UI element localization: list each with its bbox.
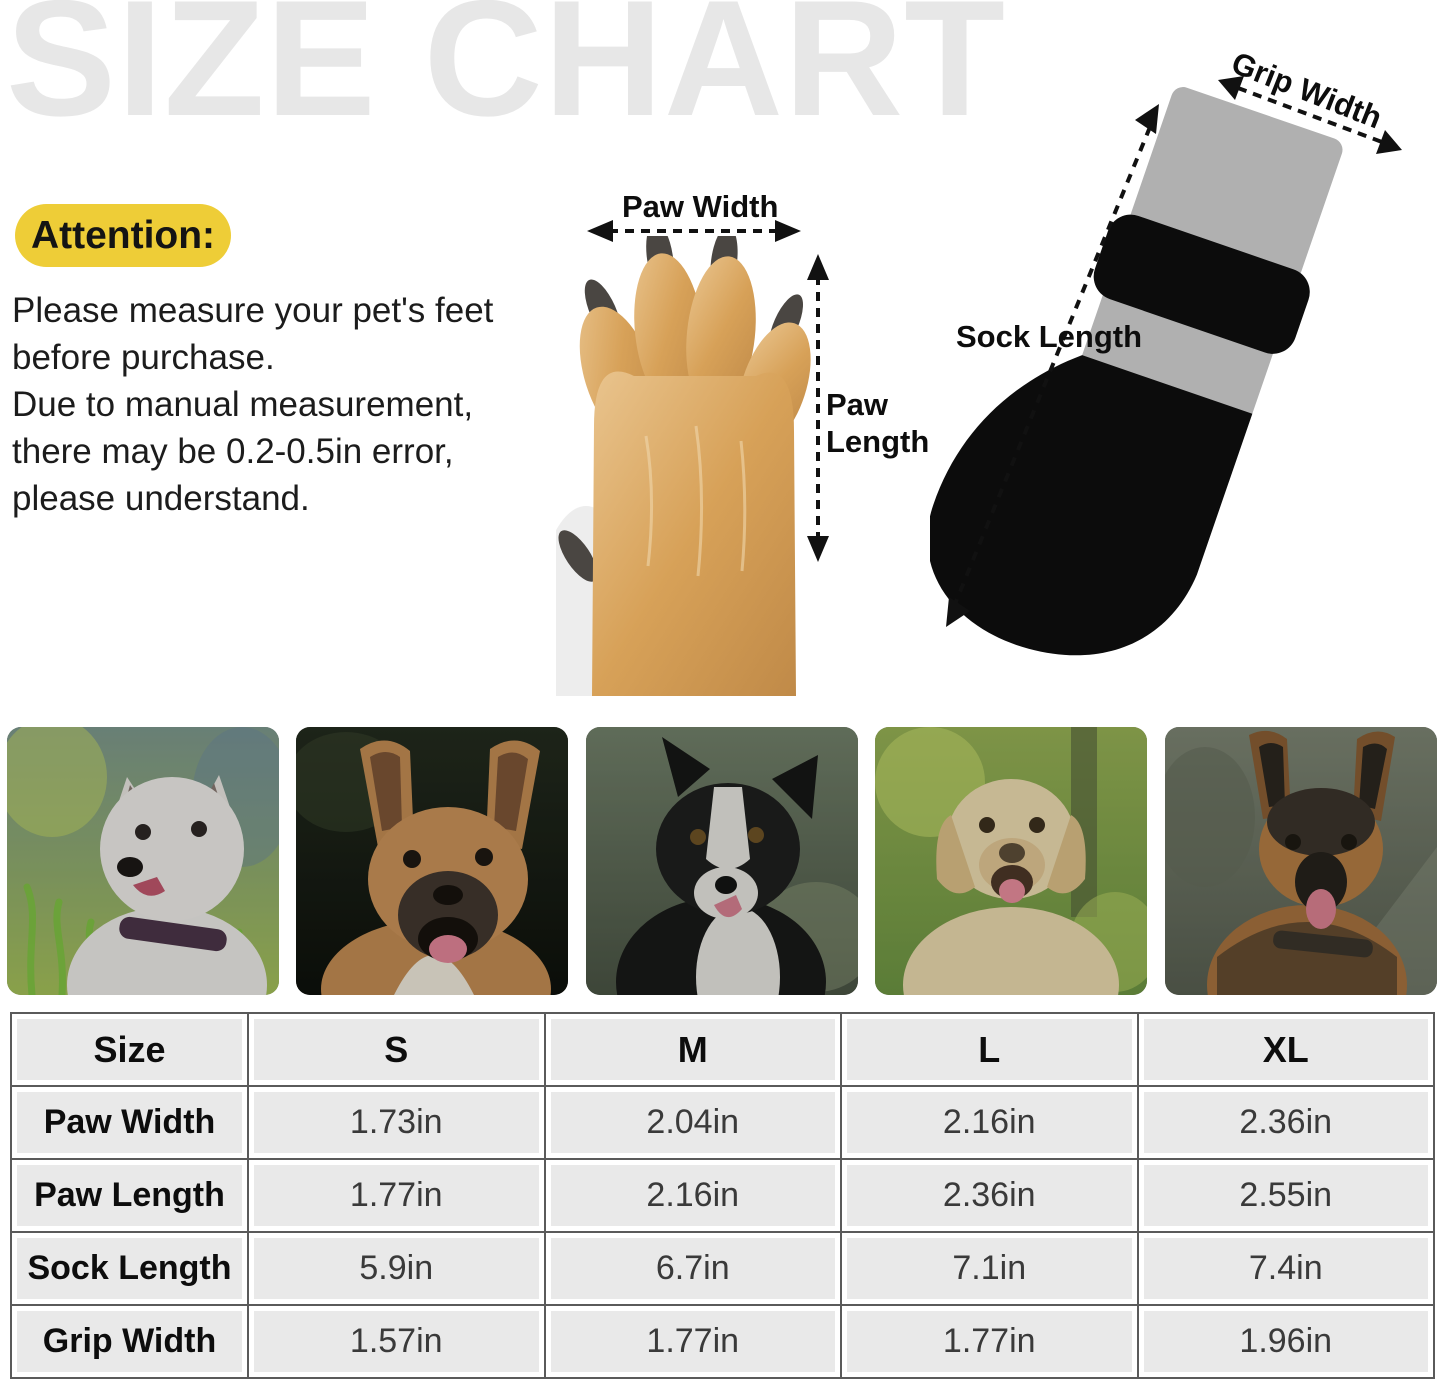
cell-paw-width-m: 2.04in <box>543 1085 842 1160</box>
sock-length-label: Sock Length <box>956 319 1143 354</box>
paw-length-arrow <box>807 254 829 562</box>
paw-width-arrow <box>587 220 801 242</box>
page-title: SIZE CHART <box>6 0 1006 150</box>
labrador-photo <box>875 727 1147 995</box>
westie-dog-photo <box>7 727 279 995</box>
cell-sock-length-s: 5.9in <box>247 1231 546 1306</box>
cell-paw-length-xl: 2.55in <box>1136 1158 1435 1233</box>
cell-sock-length-m: 6.7in <box>543 1231 842 1306</box>
table-row-paw-length: Paw Length 1.77in 2.16in 2.36in 2.55in <box>10 1158 1435 1233</box>
sock-length-arrow <box>946 104 1159 627</box>
col-header-m: M <box>543 1012 842 1087</box>
table-row-paw-width: Paw Width 1.73in 2.04in 2.16in 2.36in <box>10 1085 1435 1160</box>
row-label-paw-length: Paw Length <box>10 1158 249 1233</box>
attention-note: Please measure your pet's feet before pu… <box>12 287 493 522</box>
col-header-size: Size <box>10 1012 249 1087</box>
table-row-sock-length: Sock Length 5.9in 6.7in 7.1in 7.4in <box>10 1231 1435 1306</box>
cell-grip-width-m: 1.77in <box>543 1304 842 1379</box>
paw-length-label-line2: Length <box>826 424 930 459</box>
sock-cuff-strap <box>1093 214 1310 354</box>
cell-sock-length-xl: 7.4in <box>1136 1231 1435 1306</box>
cell-grip-width-xl: 1.96in <box>1136 1304 1435 1379</box>
paw-length-label: Paw Length <box>826 386 929 460</box>
cell-paw-width-s: 1.73in <box>247 1085 546 1160</box>
attention-badge-label: Attention: <box>30 213 216 257</box>
row-label-paw-width: Paw Width <box>10 1085 249 1160</box>
dog-paw-photo <box>556 236 811 696</box>
col-header-l: L <box>840 1012 1139 1087</box>
grip-width-arrow <box>1218 76 1402 154</box>
cell-grip-width-l: 1.77in <box>840 1304 1139 1379</box>
french-bulldog-photo <box>296 727 568 995</box>
cell-paw-length-m: 2.16in <box>543 1158 842 1233</box>
dog-photo-card <box>296 727 568 995</box>
cell-paw-width-xl: 2.36in <box>1136 1085 1435 1160</box>
dog-photo-card <box>586 727 858 995</box>
paw-length-label-line1: Paw <box>826 387 889 422</box>
row-label-grip-width: Grip Width <box>10 1304 249 1379</box>
cell-paw-length-l: 2.36in <box>840 1158 1139 1233</box>
col-header-s: S <box>247 1012 546 1087</box>
sock-foot <box>930 355 1253 656</box>
table-row-grip-width: Grip Width 1.57in 1.77in 1.77in 1.96in <box>10 1304 1435 1379</box>
cell-grip-width-s: 1.57in <box>247 1304 546 1379</box>
attention-note-line: Due to manual measurement, <box>12 385 474 424</box>
cell-sock-length-l: 7.1in <box>840 1231 1139 1306</box>
dog-sock-diagram <box>930 87 1343 656</box>
attention-note-line: there may be 0.2-0.5in error, <box>12 432 454 471</box>
dog-photo-card <box>7 727 279 995</box>
german-shepherd-photo <box>1165 727 1437 995</box>
dog-photo-card <box>1165 727 1437 995</box>
paw-width-label: Paw Width <box>622 189 779 224</box>
cell-paw-length-s: 1.77in <box>247 1158 546 1233</box>
col-header-xl: XL <box>1136 1012 1435 1087</box>
paw-leg <box>592 371 796 696</box>
attention-note-line: before purchase. <box>12 338 275 377</box>
attention-badge: Attention: <box>15 204 231 267</box>
cell-paw-width-l: 2.16in <box>840 1085 1139 1160</box>
attention-note-line: Please measure your pet's feet <box>12 291 494 330</box>
size-table: Size S M L XL Paw Width 1.73in 2.04in 2.… <box>10 1012 1435 1379</box>
dog-photo-card <box>875 727 1147 995</box>
row-label-sock-length: Sock Length <box>10 1231 249 1306</box>
attention-note-line: please understand. <box>12 479 310 518</box>
table-header-row: Size S M L XL <box>10 1012 1435 1087</box>
border-collie-photo <box>586 727 858 995</box>
paw-fur-texture <box>644 425 747 577</box>
